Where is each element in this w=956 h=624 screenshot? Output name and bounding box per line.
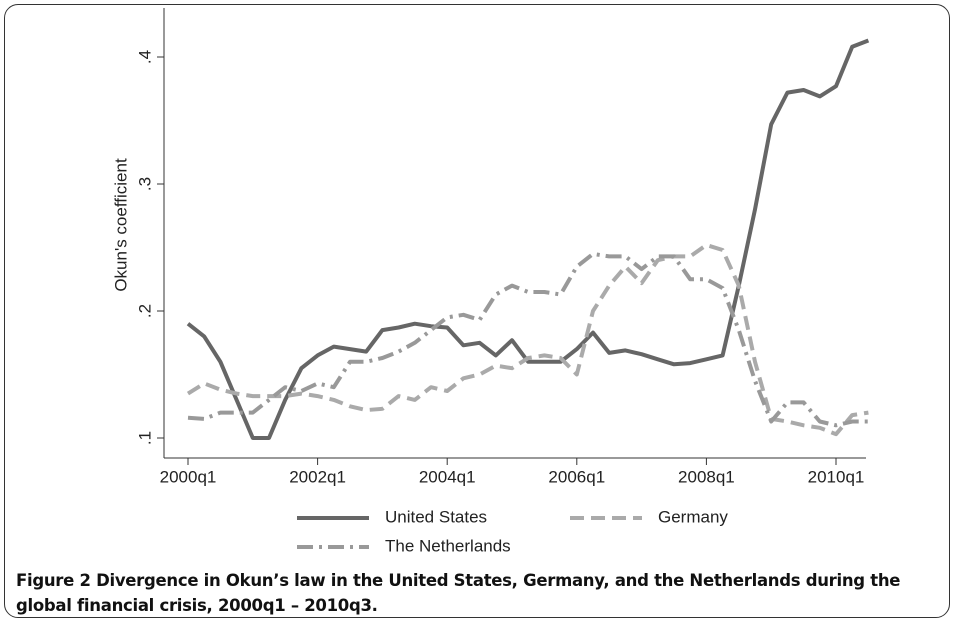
y-tick-label: .4 <box>135 50 154 64</box>
legend-label: Germany <box>658 507 728 526</box>
caption: Figure 2 Divergence in Okun’s law in the… <box>16 571 901 615</box>
line-series <box>186 38 870 440</box>
x-tick-label: 2000q1 <box>160 467 217 486</box>
y-tick-label: .2 <box>135 304 154 318</box>
line-series <box>186 243 869 437</box>
x-tick-label: 2008q1 <box>678 467 735 486</box>
y-tick-label: .3 <box>135 177 154 191</box>
x-tick-label: 2006q1 <box>548 467 605 486</box>
y-tick-label: .1 <box>135 431 154 445</box>
legend-label: The Netherlands <box>385 536 511 555</box>
figure-frame <box>4 4 950 618</box>
y-axis-title: Okun's coefficient <box>111 158 130 292</box>
x-tick-label: 2002q1 <box>289 467 346 486</box>
x-tick-label: 2010q1 <box>808 467 865 486</box>
x-tick-label: 2004q1 <box>419 467 476 486</box>
legend-label: United States <box>385 507 487 526</box>
